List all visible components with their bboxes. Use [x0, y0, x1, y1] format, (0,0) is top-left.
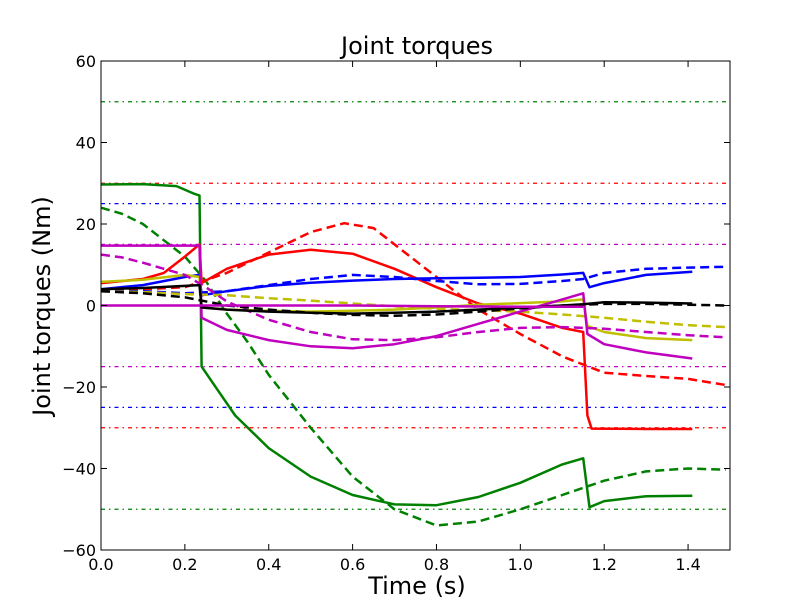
x-tick-label: 1.2 — [591, 555, 616, 574]
x-tick-label: 0.6 — [340, 555, 365, 574]
series-line-12 — [101, 304, 584, 308]
y-tick-label: 40 — [76, 134, 96, 153]
x-tick-label: 0.4 — [256, 555, 281, 574]
x-axis-label: Time (s) — [367, 572, 466, 600]
series-line-11 — [100, 289, 726, 317]
y-tick-label: 60 — [76, 52, 96, 71]
series-line-3 — [100, 221, 726, 387]
plot-frame — [100, 60, 731, 551]
y-tick-label: 20 — [76, 215, 96, 234]
series-line-0 — [100, 182, 693, 509]
x-tick-label: 1.4 — [675, 555, 700, 574]
y-axis-label: Joint torques (Nm) — [28, 196, 56, 418]
y-tick-label: −20 — [62, 378, 96, 397]
y-tick-label: −40 — [62, 460, 96, 479]
series-line-8 — [101, 244, 693, 360]
series-line-2 — [100, 243, 693, 431]
series-line-1 — [100, 206, 726, 527]
x-tick-label: 0.8 — [424, 555, 449, 574]
y-tick-label: 0 — [86, 297, 96, 316]
x-tick-label: 1.0 — [508, 555, 533, 574]
series-line-9 — [100, 253, 726, 342]
series-line-7 — [100, 289, 726, 329]
x-tick-label: 0.0 — [88, 555, 113, 574]
axis-ticks: 0.0 0.2 0.4 0.6 0.8 1.0 1.2 1.4 60 40 20 0 −20 −40 −60 — [62, 52, 730, 574]
x-tick-label: 0.2 — [172, 555, 197, 574]
series-line-10 — [100, 283, 693, 315]
y-tick-label: −60 — [62, 541, 96, 560]
plot-area — [100, 101, 730, 527]
series-line-5 — [101, 265, 726, 295]
chart-title: Joint torques — [339, 32, 493, 60]
